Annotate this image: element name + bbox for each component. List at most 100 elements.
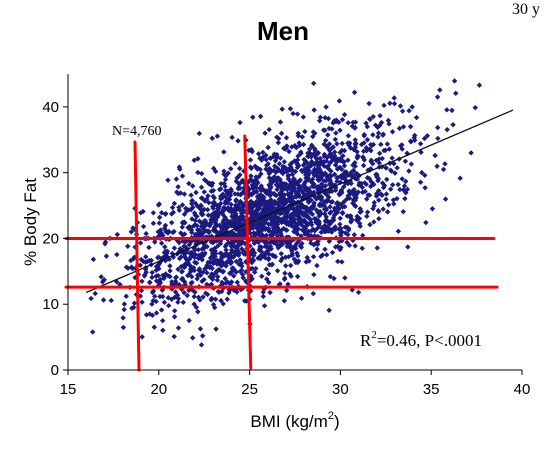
x-tick-label: 35	[423, 381, 440, 398]
data-point	[200, 269, 206, 275]
data-point	[332, 149, 338, 155]
data-point	[169, 250, 176, 257]
data-point	[191, 254, 198, 261]
data-point	[328, 168, 334, 174]
data-point	[274, 200, 281, 207]
data-point	[287, 239, 293, 246]
data-point	[345, 157, 351, 163]
data-point	[352, 144, 359, 151]
data-point	[352, 159, 358, 166]
data-point	[201, 251, 207, 257]
data-point	[360, 154, 366, 160]
data-point	[189, 335, 196, 341]
data-point	[211, 165, 217, 172]
data-point	[395, 181, 401, 188]
data-point	[257, 155, 263, 161]
data-point	[302, 167, 308, 173]
data-point	[263, 156, 269, 163]
data-point	[259, 273, 265, 279]
data-point	[128, 257, 134, 264]
data-point	[186, 225, 192, 232]
data-point	[139, 299, 145, 305]
data-point	[276, 203, 283, 210]
data-point	[229, 213, 235, 220]
data-point	[207, 180, 213, 186]
data-point	[304, 222, 311, 228]
data-point	[278, 185, 284, 191]
data-point	[218, 181, 224, 187]
data-point	[339, 140, 345, 147]
data-point	[375, 207, 382, 214]
data-point	[272, 158, 279, 164]
data-point	[100, 297, 107, 303]
data-point	[226, 253, 232, 260]
data-point	[315, 150, 321, 157]
data-point	[364, 175, 371, 181]
data-point	[214, 261, 220, 267]
data-point	[262, 225, 268, 231]
data-point	[143, 269, 149, 275]
data-point	[376, 197, 382, 203]
data-point	[387, 167, 394, 173]
data-point	[315, 176, 321, 183]
data-point	[367, 116, 373, 123]
data-point	[274, 134, 280, 140]
data-point	[311, 233, 318, 239]
data-point	[384, 141, 391, 147]
data-point	[250, 114, 256, 120]
data-point	[310, 254, 317, 260]
data-point	[329, 199, 336, 205]
data-point	[251, 240, 258, 247]
data-point	[191, 210, 198, 216]
data-point	[253, 174, 259, 180]
data-point	[374, 245, 380, 251]
data-point	[163, 272, 169, 278]
data-point	[336, 226, 342, 232]
data-point	[153, 263, 160, 270]
data-point	[249, 182, 255, 188]
y-tick-label: 30	[42, 165, 59, 182]
data-point	[282, 263, 289, 269]
data-point	[309, 211, 316, 218]
data-point	[213, 326, 219, 332]
data-point	[147, 311, 153, 317]
data-point	[272, 222, 278, 228]
data-point	[406, 108, 412, 114]
data-point	[204, 207, 211, 213]
data-point	[322, 170, 328, 177]
data-point	[114, 279, 120, 285]
data-point	[334, 159, 340, 165]
data-point	[150, 288, 157, 294]
data-point	[313, 167, 319, 173]
data-point	[255, 205, 261, 211]
data-point	[314, 246, 320, 252]
data-point	[241, 217, 247, 223]
data-point	[257, 113, 264, 120]
data-point	[158, 210, 165, 216]
data-point	[139, 334, 145, 340]
data-point	[108, 297, 114, 304]
data-point	[337, 215, 343, 222]
data-point	[341, 184, 347, 190]
data-point	[382, 147, 389, 153]
data-point	[253, 230, 259, 237]
data-point	[293, 210, 300, 216]
data-point	[218, 225, 225, 231]
data-point	[400, 187, 407, 193]
data-point	[381, 102, 387, 109]
data-point	[195, 247, 202, 253]
data-point	[274, 268, 281, 274]
data-point	[295, 163, 302, 169]
data-point	[223, 280, 229, 286]
data-point	[321, 178, 327, 184]
data-point	[384, 209, 391, 215]
data-point	[227, 191, 233, 197]
data-point	[265, 255, 272, 261]
data-point	[444, 107, 450, 113]
data-point	[318, 159, 324, 165]
data-point	[278, 179, 285, 186]
data-point	[311, 271, 317, 278]
data-point	[313, 155, 319, 161]
data-point	[247, 164, 254, 170]
data-point	[308, 219, 314, 225]
